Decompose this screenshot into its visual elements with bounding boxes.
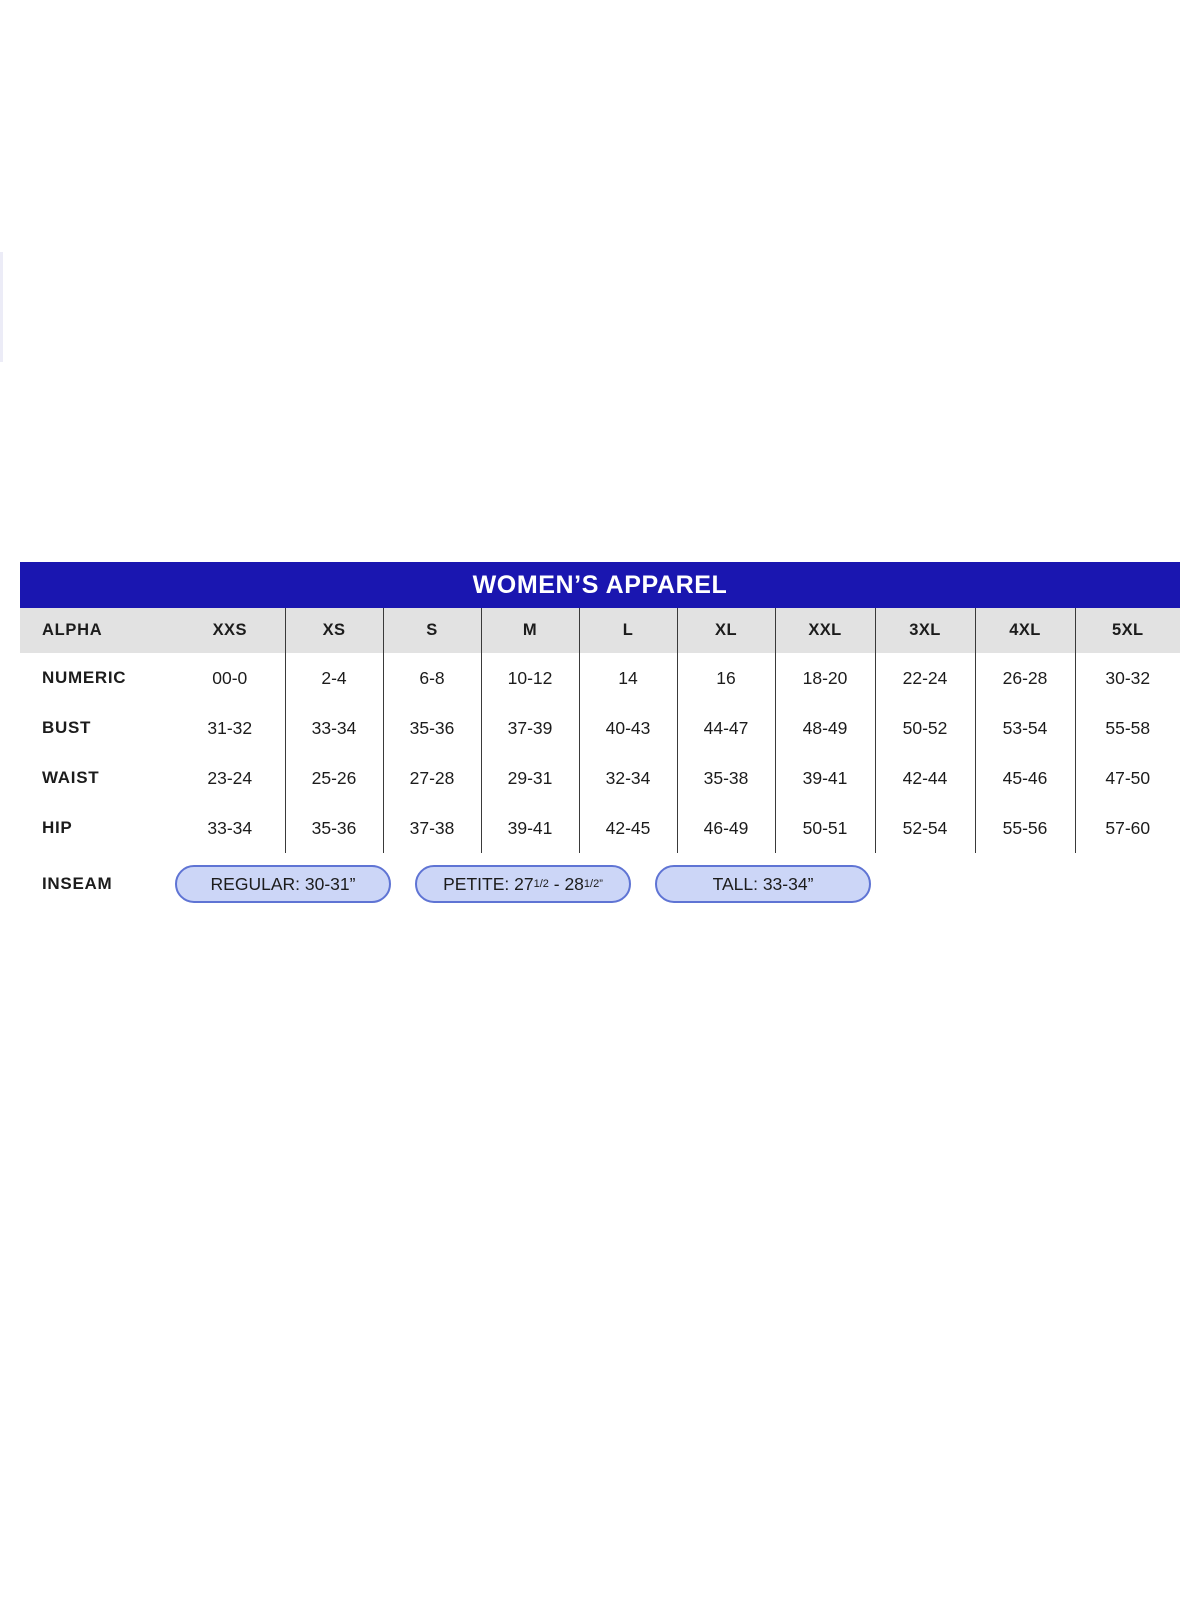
column-header-m: M [480, 608, 579, 653]
cell-waist-s: 27-28 [382, 753, 481, 803]
table-row: WAIST 23-24 25-26 27-28 29-31 32-34 35-3… [20, 753, 1180, 803]
column-header-l: L [578, 608, 677, 653]
column-header-xxl: XXL [774, 608, 875, 653]
cell-bust-xs: 33-34 [284, 703, 383, 753]
cell-hip-xs: 35-36 [284, 803, 383, 853]
inseam-regular-value: 30-31” [304, 873, 356, 894]
cell-waist-3xl: 42-44 [874, 753, 975, 803]
cell-hip-xxl: 50-51 [774, 803, 875, 853]
cell-hip-3xl: 52-54 [874, 803, 975, 853]
inseam-option-petite[interactable]: PETITE: 27 1/2 - 28 1/2” [415, 865, 631, 903]
cell-hip-xl: 46-49 [676, 803, 775, 853]
column-header-xl: XL [676, 608, 775, 653]
cell-bust-4xl: 53-54 [974, 703, 1075, 753]
cell-bust-xl: 44-47 [676, 703, 775, 753]
column-header-alpha: ALPHA [20, 608, 175, 653]
cell-bust-l: 40-43 [578, 703, 677, 753]
cell-waist-xxs: 23-24 [175, 753, 285, 803]
table-row: NUMERIC 00-0 2-4 6-8 10-12 14 16 18-20 2… [20, 653, 1180, 703]
inseam-petite-whole-1: 27 [514, 873, 534, 894]
table-row: HIP 33-34 35-36 37-38 39-41 42-45 46-49 … [20, 803, 1180, 853]
cell-bust-3xl: 50-52 [874, 703, 975, 753]
cell-bust-xxl: 48-49 [774, 703, 875, 753]
women-apparel-size-chart: WOMEN’S APPAREL ALPHA XXS XS S M L XL XX… [20, 562, 1180, 915]
scan-edge-artifact [0, 252, 3, 362]
inseam-petite-whole-2: 28 [564, 873, 584, 894]
column-header-5xl: 5XL [1074, 608, 1180, 653]
inseam-petite-fraction-1: 1/2 [533, 878, 549, 890]
cell-numeric-m: 10-12 [480, 653, 579, 703]
table-row: BUST 31-32 33-34 35-36 37-39 40-43 44-47… [20, 703, 1180, 753]
cell-hip-5xl: 57-60 [1074, 803, 1180, 853]
inseam-tall-value: 33-34” [762, 873, 814, 894]
inseam-petite-prefix: PETITE: [443, 873, 510, 894]
column-header-s: S [382, 608, 481, 653]
cell-hip-l: 42-45 [578, 803, 677, 853]
row-label-numeric: NUMERIC [20, 653, 175, 703]
cell-numeric-4xl: 26-28 [974, 653, 1075, 703]
cell-waist-xl: 35-38 [676, 753, 775, 803]
cell-waist-xxl: 39-41 [774, 753, 875, 803]
cell-numeric-s: 6-8 [382, 653, 481, 703]
cell-bust-xxs: 31-32 [175, 703, 285, 753]
cell-bust-s: 35-36 [382, 703, 481, 753]
inseam-option-tall[interactable]: TALL: 33-34” [655, 865, 871, 903]
row-label-waist: WAIST [20, 753, 175, 803]
column-header-3xl: 3XL [874, 608, 975, 653]
table-header-row: ALPHA XXS XS S M L XL XXL 3XL 4XL 5XL [20, 608, 1180, 653]
cell-waist-4xl: 45-46 [974, 753, 1075, 803]
size-table: ALPHA XXS XS S M L XL XXL 3XL 4XL 5XL NU… [20, 608, 1180, 853]
inseam-option-regular[interactable]: REGULAR: 30-31” [175, 865, 391, 903]
column-header-xxs: XXS [175, 608, 285, 653]
cell-bust-m: 37-39 [480, 703, 579, 753]
inseam-petite-fraction-2: 1/2” [583, 878, 603, 890]
column-header-xs: XS [284, 608, 383, 653]
cell-numeric-5xl: 30-32 [1074, 653, 1180, 703]
cell-numeric-xxl: 18-20 [774, 653, 875, 703]
row-label-hip: HIP [20, 803, 175, 853]
inseam-regular-prefix: REGULAR: [210, 873, 300, 894]
cell-hip-m: 39-41 [480, 803, 579, 853]
cell-waist-l: 32-34 [578, 753, 677, 803]
cell-numeric-xxs: 00-0 [175, 653, 285, 703]
cell-waist-m: 29-31 [480, 753, 579, 803]
row-label-inseam: INSEAM [42, 874, 113, 893]
cell-numeric-3xl: 22-24 [874, 653, 975, 703]
cell-numeric-xl: 16 [676, 653, 775, 703]
cell-numeric-xs: 2-4 [284, 653, 383, 703]
cell-hip-4xl: 55-56 [974, 803, 1075, 853]
cell-waist-xs: 25-26 [284, 753, 383, 803]
cell-bust-5xl: 55-58 [1074, 703, 1180, 753]
page-title: WOMEN’S APPAREL [472, 570, 728, 599]
cell-hip-s: 37-38 [382, 803, 481, 853]
row-label-bust: BUST [20, 703, 175, 753]
cell-numeric-l: 14 [578, 653, 677, 703]
inseam-row: INSEAM REGULAR: 30-31” PETITE: 27 1/2 - 2… [20, 853, 1180, 915]
inseam-petite-dash: - [553, 873, 560, 894]
inseam-options: REGULAR: 30-31” PETITE: 27 1/2 - 28 1/2” T… [175, 865, 871, 903]
column-header-4xl: 4XL [974, 608, 1075, 653]
cell-waist-5xl: 47-50 [1074, 753, 1180, 803]
chart-title-band: WOMEN’S APPAREL [20, 562, 1180, 608]
inseam-tall-prefix: TALL: [712, 873, 758, 894]
cell-hip-xxs: 33-34 [175, 803, 285, 853]
